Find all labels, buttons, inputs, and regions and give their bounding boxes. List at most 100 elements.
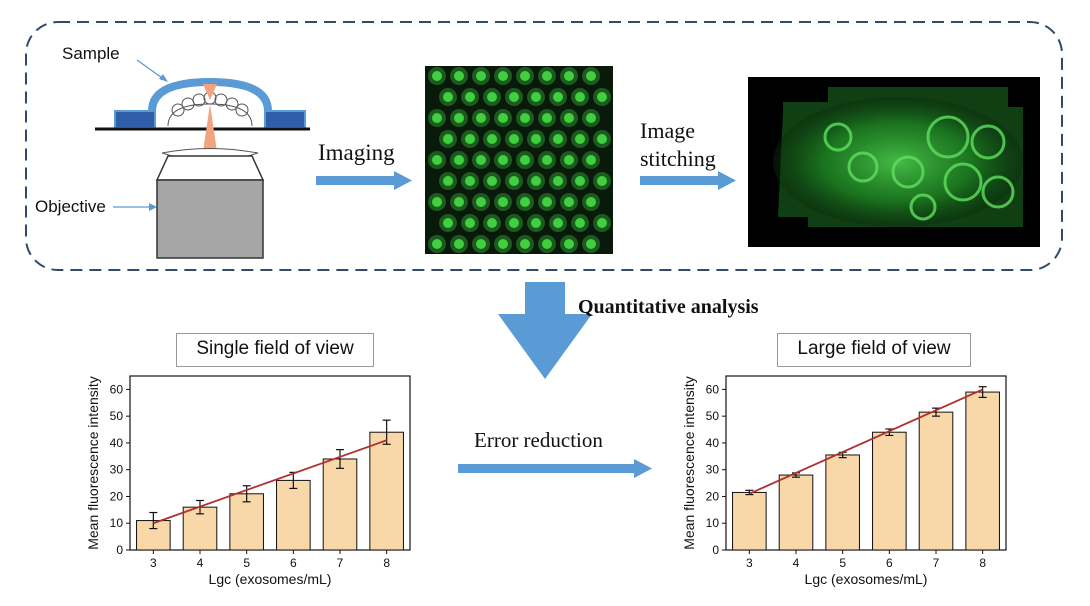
- microwell-dot: [586, 239, 596, 249]
- microwell-dot: [465, 176, 475, 186]
- large-field-bar-chart: 0 10 20 30 40 50 60 3 4 5 6 7 8 Lgc (exosomes/mL) Mean…: [681, 375, 1007, 587]
- microwell-dot: [564, 113, 574, 123]
- bar: [229, 493, 264, 551]
- x-tick-label: 4: [197, 556, 204, 570]
- microwell-dot: [531, 134, 541, 144]
- microwell-dot: [542, 113, 552, 123]
- imaging-arrow: [316, 171, 412, 190]
- microwell-dot: [476, 239, 486, 249]
- x-tick-label: 6: [886, 556, 893, 570]
- microwell-dot: [509, 218, 519, 228]
- microwell-dot: [465, 218, 475, 228]
- microwell-dot: [487, 92, 497, 102]
- y-tick-label: 0: [712, 543, 719, 557]
- microwell-dot: [542, 71, 552, 81]
- bar: [732, 491, 767, 551]
- quantitative-analysis-arrow: [498, 282, 592, 379]
- plot-frame: [725, 375, 1007, 551]
- stitching-label-line1: Image: [640, 118, 695, 143]
- microwell-dot: [575, 218, 585, 228]
- y-tick-label: 30: [110, 463, 124, 477]
- error-reduction-label: Error reduction: [474, 428, 603, 452]
- microwell-dot: [443, 218, 453, 228]
- bar: [965, 391, 1000, 551]
- microwell-dot: [542, 155, 552, 165]
- microwell-dot: [509, 176, 519, 186]
- dish-left: [114, 110, 156, 129]
- microwell-dot: [509, 134, 519, 144]
- microwell-dot: [597, 218, 607, 228]
- microwell-dot: [487, 176, 497, 186]
- stitched-fluorescence-image: [748, 77, 1040, 247]
- x-tick-label: 3: [150, 556, 157, 570]
- microwell-dot: [553, 218, 563, 228]
- microwell-dot: [542, 239, 552, 249]
- bar: [369, 431, 404, 551]
- microwell-dot: [476, 155, 486, 165]
- objective-body: [156, 179, 264, 259]
- microwell-dot: [586, 71, 596, 81]
- fluorescence-microwell-image: [425, 66, 613, 254]
- y-tick-label: 10: [706, 516, 720, 530]
- microwell-dot: [520, 197, 530, 207]
- quantitative-analysis-label: Quantitative analysis: [578, 296, 759, 318]
- microwell-dot: [465, 92, 475, 102]
- light-beam: [203, 84, 217, 100]
- bar: [778, 474, 814, 551]
- error-reduction-arrow: [458, 459, 652, 478]
- microwell-dot: [498, 113, 508, 123]
- sample-dome: [148, 77, 272, 112]
- microwell-dot: [531, 218, 541, 228]
- microwell-dot: [498, 197, 508, 207]
- y-axis-label: Mean fluorescence intensity: [681, 376, 697, 550]
- y-tick-label: 0: [116, 543, 123, 557]
- dish-right: [264, 110, 306, 129]
- microwell-dot: [564, 197, 574, 207]
- bar: [322, 458, 358, 551]
- microwell-dot: [487, 134, 497, 144]
- plot-frame: [129, 375, 411, 551]
- microwell-dot: [531, 176, 541, 186]
- microwell-dot: [432, 71, 442, 81]
- microscope-setup-illustration: [95, 59, 310, 259]
- y-tick-label: 30: [706, 463, 720, 477]
- microwell-dot: [487, 218, 497, 228]
- bar: [825, 454, 860, 551]
- microwell-dot: [498, 71, 508, 81]
- y-tick-label: 10: [110, 516, 124, 530]
- microwell-dot: [509, 92, 519, 102]
- y-tick-label: 40: [706, 436, 720, 450]
- microwell-dot: [432, 155, 442, 165]
- x-axis-label: Lgc (exosomes/mL): [805, 571, 928, 587]
- microwell-dot: [520, 113, 530, 123]
- microwell-dot: [575, 134, 585, 144]
- microwell-dot: [432, 113, 442, 123]
- x-tick-label: 5: [839, 556, 846, 570]
- microwell-dot: [597, 92, 607, 102]
- stitching-arrow: [640, 171, 736, 190]
- microwell-dot: [597, 176, 607, 186]
- microwell-dot: [564, 239, 574, 249]
- x-tick-label: 8: [979, 556, 986, 570]
- microwell-dot: [454, 155, 464, 165]
- large-field-chart-title: Large field of view: [777, 333, 971, 367]
- bar: [918, 411, 954, 551]
- x-tick-label: 4: [793, 556, 800, 570]
- microwell-dot: [553, 92, 563, 102]
- microwell-dot: [498, 239, 508, 249]
- microwell-dot: [597, 134, 607, 144]
- y-tick-label: 20: [110, 489, 124, 503]
- microwell-dot: [443, 92, 453, 102]
- microwell-dot: [553, 176, 563, 186]
- microwell-dot: [454, 113, 464, 123]
- y-tick-label: 20: [706, 489, 720, 503]
- x-tick-label: 6: [290, 556, 297, 570]
- x-tick-label: 8: [383, 556, 390, 570]
- linear-fit-line: [748, 388, 984, 495]
- objective-lens: [161, 148, 259, 157]
- microwell-dot: [586, 197, 596, 207]
- microwell-dot: [432, 239, 442, 249]
- linear-fit-line: [153, 439, 387, 525]
- x-tick-label: 3: [746, 556, 753, 570]
